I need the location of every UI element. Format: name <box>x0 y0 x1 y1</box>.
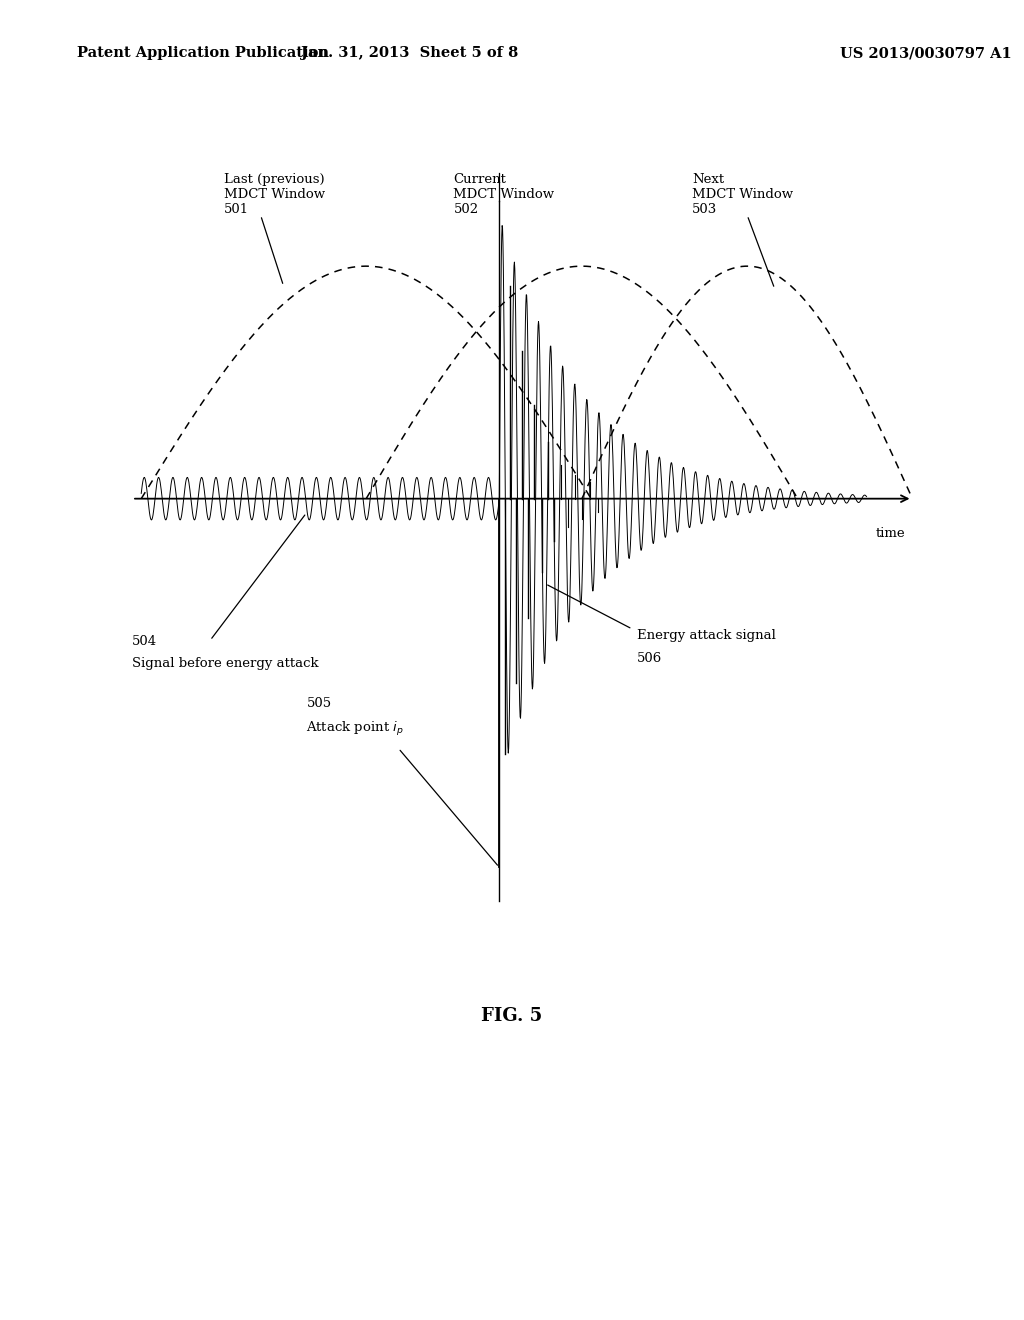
Text: 506: 506 <box>637 652 663 665</box>
Text: Attack point $i_p$: Attack point $i_p$ <box>306 719 404 738</box>
Text: 505: 505 <box>306 697 332 710</box>
Text: Jan. 31, 2013  Sheet 5 of 8: Jan. 31, 2013 Sheet 5 of 8 <box>301 46 518 61</box>
Text: Signal before energy attack: Signal before energy attack <box>132 657 318 671</box>
Text: Current
MDCT Window
502: Current MDCT Window 502 <box>454 173 555 215</box>
Text: Last (previous)
MDCT Window
501: Last (previous) MDCT Window 501 <box>224 173 325 215</box>
Text: Energy attack signal: Energy attack signal <box>637 630 776 642</box>
Text: time: time <box>876 527 905 540</box>
Text: Patent Application Publication: Patent Application Publication <box>77 46 329 61</box>
Text: US 2013/0030797 A1: US 2013/0030797 A1 <box>840 46 1012 61</box>
Text: Next
MDCT Window
503: Next MDCT Window 503 <box>692 173 794 215</box>
Text: 504: 504 <box>132 635 158 648</box>
Text: FIG. 5: FIG. 5 <box>481 1007 543 1026</box>
